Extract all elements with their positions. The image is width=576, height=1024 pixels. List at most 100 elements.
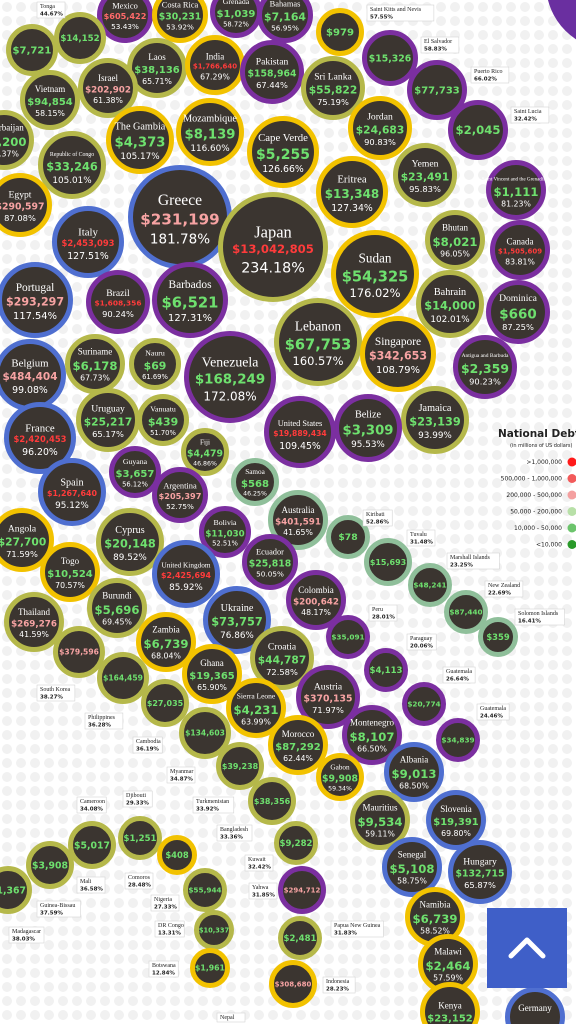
debt-ratio: 68.04%: [151, 652, 181, 661]
country-bubble: [96, 508, 164, 576]
country-bubble: [157, 835, 197, 875]
debt-value: $77,733: [414, 85, 459, 96]
debt-value: $205,397: [159, 491, 202, 501]
callout-box: [510, 106, 550, 124]
debt-ratio: 160.57%: [293, 354, 344, 368]
country-bubble: [97, 652, 149, 704]
debt-value: $2,420,453: [14, 434, 67, 444]
callout-box: [446, 552, 500, 570]
debt-value: $15,693: [370, 558, 406, 567]
callout-name: New Zealand: [488, 583, 520, 589]
debt-value: $67,753: [285, 336, 352, 353]
button-bg[interactable]: [487, 908, 567, 988]
callout-ratio: 31.85%: [252, 893, 275, 899]
callout-ratio: 33.92%: [196, 807, 219, 813]
debt-ratio: 71.97%: [312, 705, 344, 715]
debt-ratio: 52.75%: [166, 502, 194, 511]
debt-ratio: 58.72%: [223, 20, 249, 28]
debt-ratio: 89.52%: [113, 553, 147, 563]
country-bubble: [444, 590, 488, 634]
debt-value: $87,292: [275, 742, 320, 753]
callout-ratio: 13.31%: [158, 931, 181, 937]
callout-ratio: 28.23%: [326, 987, 349, 993]
debt-value: $11,030: [205, 529, 244, 539]
callout-box: [216, 824, 253, 842]
scroll-top-button[interactable]: [487, 908, 567, 988]
callout-name: Paraguay: [410, 636, 432, 642]
country-name: Belgium: [11, 358, 49, 370]
country-bubble: [68, 821, 116, 869]
country-name: Mauritius: [363, 803, 398, 813]
callout-name: Nepal: [220, 1015, 235, 1021]
debt-value: $164,459: [103, 674, 143, 683]
callout-name: Tuvalu: [410, 532, 427, 538]
country-bubble: [268, 715, 328, 775]
callout-ratio: 57.55%: [370, 15, 393, 21]
chevron-icon[interactable]: [508, 937, 546, 959]
country-name: Dominica: [499, 293, 538, 304]
country-name: Greece: [158, 192, 202, 209]
country-name: Kenya: [438, 1001, 462, 1011]
country-bubble: [316, 753, 364, 801]
callout-ratio: 44.67%: [40, 12, 63, 18]
callout-box: [362, 509, 393, 527]
country-name: Mozambique: [183, 113, 237, 124]
country-bubble: [97, 0, 153, 43]
debt-value: $44,787: [258, 653, 306, 666]
debt-value: $379,596: [59, 648, 99, 657]
debt-value: $7,164: [264, 10, 306, 23]
callout-ratio: 20.06%: [410, 644, 433, 650]
debt-value: $294,712: [284, 886, 321, 894]
country-bubble: [382, 837, 442, 897]
debt-ratio: 127.51%: [67, 251, 109, 262]
debt-value: $5,108: [390, 862, 435, 876]
country-name: France: [25, 422, 55, 434]
country-bubble: [331, 230, 419, 318]
country-name: Samoa: [245, 468, 265, 476]
country-bubble: [362, 30, 418, 86]
country-bubble: [109, 446, 161, 498]
callout-name: Peru: [372, 607, 383, 613]
callout-ratio: 38.03%: [12, 937, 35, 943]
country-bubble: [216, 742, 264, 790]
country-name: Suriname: [78, 347, 113, 357]
debt-ratio: 109.45%: [279, 441, 321, 452]
country-bubble: [268, 490, 328, 550]
country-bubble: [40, 542, 100, 602]
legend-swatch: [567, 457, 576, 467]
callout-box: [484, 580, 524, 598]
debt-value: $30,231: [159, 12, 201, 23]
debt-value: $23,139: [409, 415, 461, 429]
legend-label: 10,000 - 50,000: [514, 525, 562, 532]
country-name: Thailand: [18, 607, 50, 617]
country-name: Ecuador: [256, 548, 284, 557]
debt-value: $10,524: [47, 569, 92, 580]
debt-ratio: 87.08%: [4, 213, 36, 223]
country-name: Morocco: [282, 729, 315, 739]
country-name: Italy: [78, 226, 98, 238]
country-bubble: [6, 24, 58, 76]
debt-value: $605,422: [104, 11, 147, 21]
callout-ratio: 38.27%: [40, 695, 63, 701]
country-bubble: [401, 386, 469, 454]
debt-ratio: 75.19%: [317, 97, 349, 107]
country-bubble: [407, 60, 467, 120]
country-bubble: [190, 948, 230, 988]
debt-ratio: 116.60%: [190, 144, 229, 154]
callout-box: [8, 926, 45, 944]
callout-box: [330, 920, 384, 938]
debt-ratio: 48.17%: [301, 608, 331, 617]
debt-ratio: 63.99%: [241, 718, 271, 727]
debt-value: $202,902: [85, 85, 131, 95]
country-bubble: [350, 790, 410, 850]
debt-value: $9,013: [392, 767, 437, 781]
country-bubble: [486, 280, 550, 344]
debt-value: $200,642: [293, 597, 339, 607]
callout-box: [124, 872, 154, 890]
debt-value: $6,178: [73, 359, 118, 373]
legend-swatch: [567, 507, 576, 516]
debt-value: $14,152: [60, 34, 99, 44]
country-name: Israel: [98, 73, 118, 83]
debt-ratio: 61.38%: [93, 96, 123, 105]
callout-box: [148, 960, 179, 978]
